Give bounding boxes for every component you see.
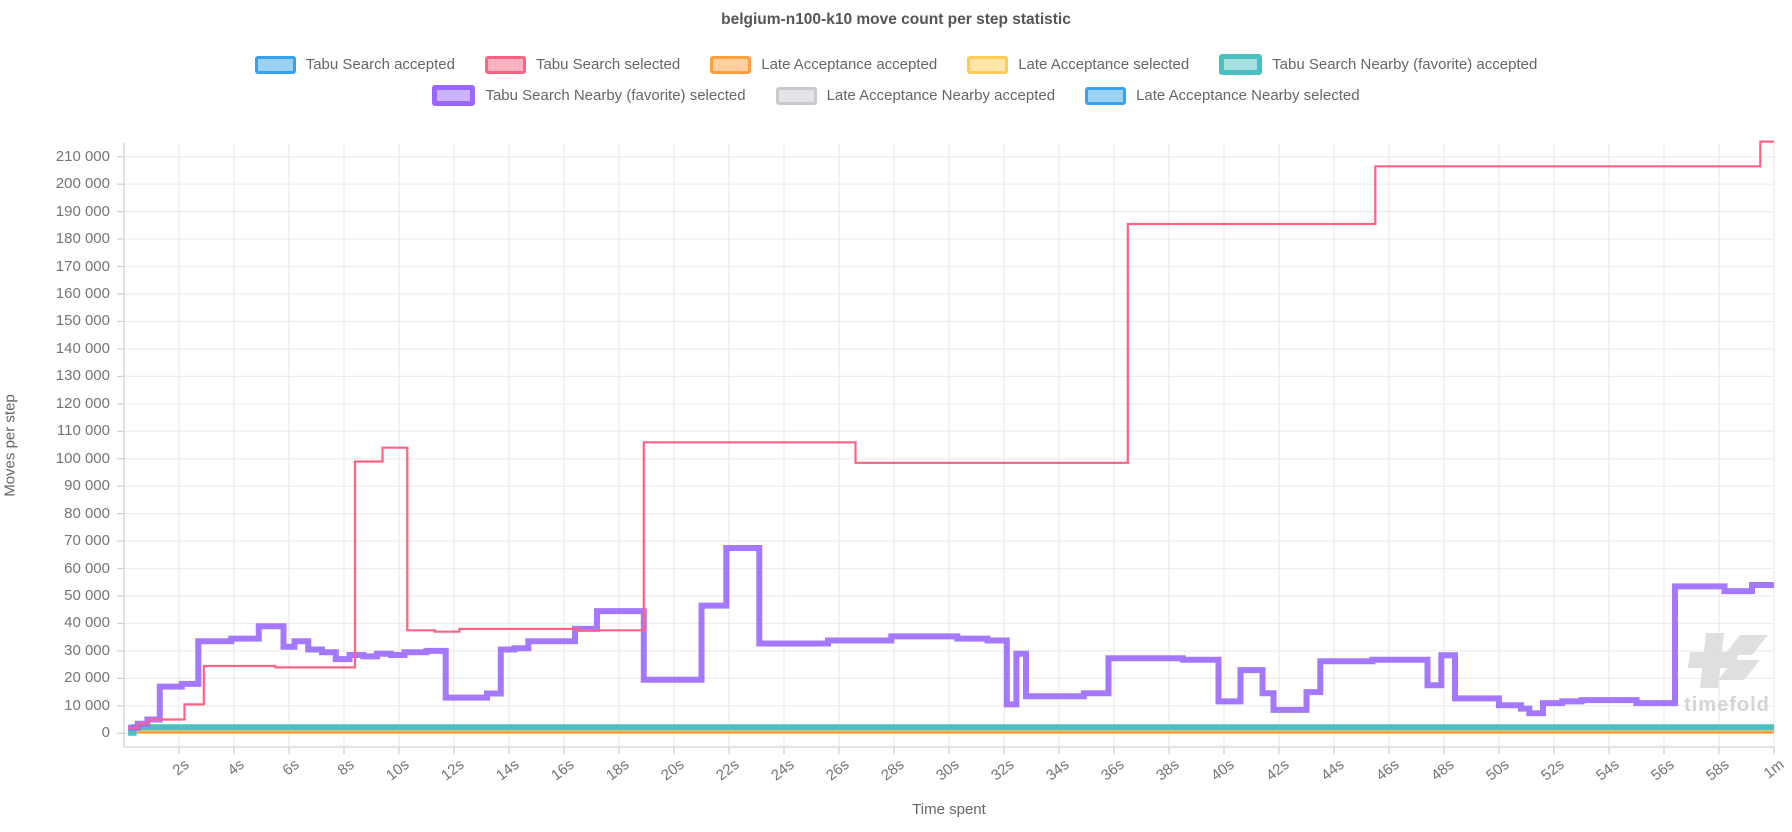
axis-borders-and-ticks: [117, 143, 1775, 754]
legend-item-label: Tabu Search accepted: [305, 56, 455, 73]
grid-lines: [124, 143, 1775, 747]
legend-item-tabu-search-selected[interactable]: Tabu Search selected: [484, 55, 681, 74]
y-tick-label: 10 000: [64, 696, 110, 714]
legend-item-label: Late Acceptance Nearby selected: [1136, 87, 1360, 104]
legend-swatch-tabu-search-nearby-favorite-selected: [432, 85, 476, 106]
y-tick-label: 40 000: [64, 614, 110, 632]
legend-swatch-tabu-search-accepted: [254, 55, 296, 74]
y-tick-label: 160 000: [55, 285, 110, 302]
timefold-logo-icon: [1688, 633, 1768, 688]
legend-swatch-tabu-search-nearby-favorite-accepted: [1219, 54, 1263, 75]
legend-item-late-acceptance-selected[interactable]: Late Acceptance selected: [967, 55, 1190, 74]
y-tick-label: 50 000: [64, 587, 110, 604]
y-tick-label: 110 000: [56, 422, 110, 440]
y-tick-label: 130 000: [55, 367, 110, 385]
legend-swatch-late-acceptance-accepted: [710, 55, 752, 74]
chart-title: belgium-n100-k10 move count per step sta…: [721, 11, 1071, 28]
y-tick-label: 0: [101, 724, 110, 742]
series-line-tabu-search-selected: [128, 140, 1774, 729]
series-line-tabu-search-nearby-favorite-selected: [128, 545, 1774, 731]
y-tick-label: 100 000: [55, 449, 110, 467]
y-tick-label: 190 000: [55, 202, 110, 220]
legend-swatch-late-acceptance-selected: [967, 55, 1009, 74]
legend-item-label: Tabu Search Nearby (favorite) selected: [485, 87, 746, 104]
legend-item-label: Tabu Search Nearby (favorite) accepted: [1272, 56, 1538, 73]
y-tick-label: 70 000: [64, 532, 110, 550]
legend-item-label: Late Acceptance Nearby accepted: [826, 87, 1056, 104]
legend-item-label: Late Acceptance selected: [1018, 56, 1190, 73]
legend-item-late-acceptance-nearby-accepted[interactable]: Late Acceptance Nearby accepted: [775, 86, 1056, 105]
y-tick-label: 20 000: [64, 669, 110, 687]
legend-item-label: Tabu Search selected: [535, 56, 681, 73]
y-axis-title: Moves per step: [1, 394, 19, 497]
legend-item-late-acceptance-accepted[interactable]: Late Acceptance accepted: [710, 55, 938, 74]
y-tick-label: 150 000: [55, 312, 110, 330]
y-tick-label: 200 000: [55, 175, 110, 193]
legend-item-tabu-search-accepted[interactable]: Tabu Search accepted: [254, 55, 455, 74]
legend-item-tabu-search-nearby-favorite-selected[interactable]: Tabu Search Nearby (favorite) selected: [432, 85, 746, 106]
legend-swatch-tabu-search-selected: [484, 55, 526, 74]
watermark-text: timefold: [1684, 694, 1770, 716]
y-tick-label: 170 000: [55, 257, 110, 275]
legend-swatch-late-acceptance-nearby-accepted: [775, 86, 817, 105]
y-tick-label: 140 000: [55, 339, 110, 357]
x-axis-title: Time spent: [912, 801, 986, 818]
y-tick-label: 90 000: [64, 477, 110, 495]
y-tick-label: 210 000: [55, 147, 110, 165]
y-tick-label: 120 000: [55, 394, 110, 412]
legend-item-late-acceptance-nearby-selected[interactable]: Late Acceptance Nearby selected: [1085, 86, 1360, 105]
y-tick-label: 80 000: [64, 504, 110, 522]
legend-swatch-late-acceptance-nearby-selected: [1085, 86, 1127, 105]
legend-row-2: Tabu Search Nearby (favorite) selected La…: [0, 85, 1792, 106]
legend-item-tabu-search-nearby-favorite-accepted[interactable]: Tabu Search Nearby (favorite) accepted: [1219, 54, 1537, 75]
data-series: [128, 140, 1774, 736]
legend-item-label: Late Acceptance accepted: [761, 56, 938, 73]
y-tick-label: 60 000: [64, 559, 110, 577]
legend-row-1: Tabu Search accepted Tabu Search selected…: [0, 54, 1792, 75]
y-tick-label: 180 000: [55, 230, 110, 248]
y-tick-label: 30 000: [64, 641, 110, 659]
